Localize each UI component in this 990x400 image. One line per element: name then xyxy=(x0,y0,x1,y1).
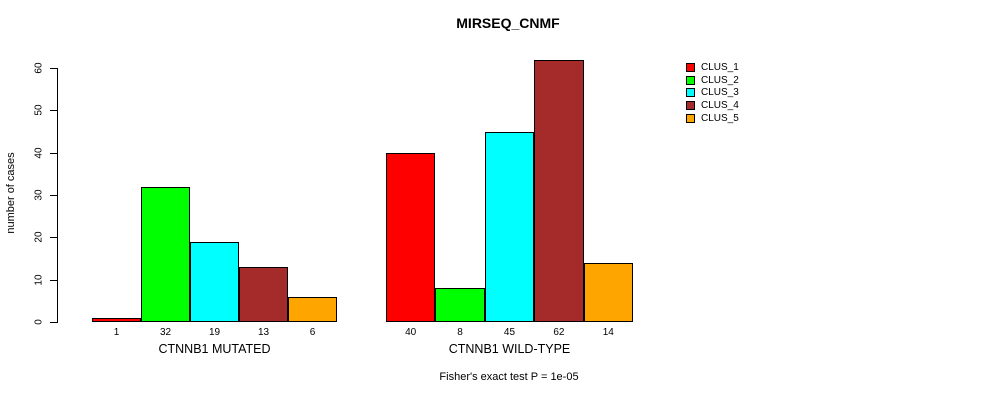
legend-label: CLUS_3 xyxy=(701,87,739,99)
legend: CLUS_1 CLUS_2 CLUS_3 CLUS_4 CLUS_5 xyxy=(686,61,739,124)
bar-clus_1 xyxy=(92,317,141,322)
bar-clus_4 xyxy=(239,266,288,322)
bar-value-label: 1 xyxy=(113,327,120,338)
bar-value-label: 45 xyxy=(503,327,516,338)
y-axis-tick xyxy=(50,279,57,281)
bar-clus_4 xyxy=(534,59,584,322)
legend-swatch-icon xyxy=(686,100,695,110)
y-axis-tick xyxy=(50,195,57,196)
bar-clus_5 xyxy=(288,296,337,322)
y-axis-line xyxy=(57,68,58,323)
legend-item: CLUS_1 xyxy=(686,61,739,74)
y-axis-tick xyxy=(50,68,57,69)
bar-value-label: 40 xyxy=(405,327,417,338)
x-group-label: CTNNB1 WILD-TYPE xyxy=(448,342,571,356)
legend-swatch-icon xyxy=(686,75,695,85)
legend-label: CLUS_4 xyxy=(701,99,739,111)
legend-item: CLUS_2 xyxy=(686,74,739,87)
y-axis-tick-label: 10 xyxy=(33,274,45,286)
legend-item: CLUS_3 xyxy=(686,86,739,99)
bar-value-label: 8 xyxy=(457,327,463,338)
bar-value-label: 14 xyxy=(602,327,614,338)
y-axis-tick xyxy=(50,110,57,112)
legend-label: CLUS_1 xyxy=(701,61,739,73)
bar-clus_1 xyxy=(386,152,436,322)
y-axis-tick-label: 0 xyxy=(33,319,45,325)
bar-value-label: 13 xyxy=(257,327,270,338)
y-axis-tick xyxy=(50,322,57,323)
bar-clus_2 xyxy=(435,288,485,322)
x-group-label: CTNNB1 MUTATED xyxy=(158,342,271,356)
y-axis-tick-label: 30 xyxy=(33,189,45,201)
bar-value-label: 6 xyxy=(309,327,316,338)
y-axis-tick-label: 60 xyxy=(33,62,45,74)
bar-value-label: 62 xyxy=(553,327,565,338)
legend-swatch-icon xyxy=(686,113,695,123)
bar-value-label: 32 xyxy=(159,327,172,338)
legend-item: CLUS_4 xyxy=(686,99,739,112)
y-axis-tick-label: 20 xyxy=(33,231,45,243)
y-axis-label: number of cases xyxy=(5,152,17,234)
bar-clus_3 xyxy=(484,131,535,322)
legend-swatch-icon xyxy=(686,62,695,72)
bar-clus_3 xyxy=(190,241,239,322)
chart-title: MIRSEQ_CNMF xyxy=(456,15,560,31)
legend-label: CLUS_2 xyxy=(701,74,739,86)
legend-swatch-icon xyxy=(686,88,695,98)
legend-item: CLUS_5 xyxy=(686,112,739,125)
y-axis-tick-label: 50 xyxy=(33,104,45,116)
bar-clus_2 xyxy=(141,186,190,322)
legend-label: CLUS_5 xyxy=(701,112,739,124)
annotation-text: Fisher's exact test P = 1e-05 xyxy=(439,371,579,383)
y-axis-tick-label: 40 xyxy=(33,147,45,159)
y-axis-tick xyxy=(50,152,57,154)
bar-value-label: 19 xyxy=(208,327,221,338)
bar-clus_5 xyxy=(583,262,633,322)
y-axis-tick xyxy=(50,237,57,239)
